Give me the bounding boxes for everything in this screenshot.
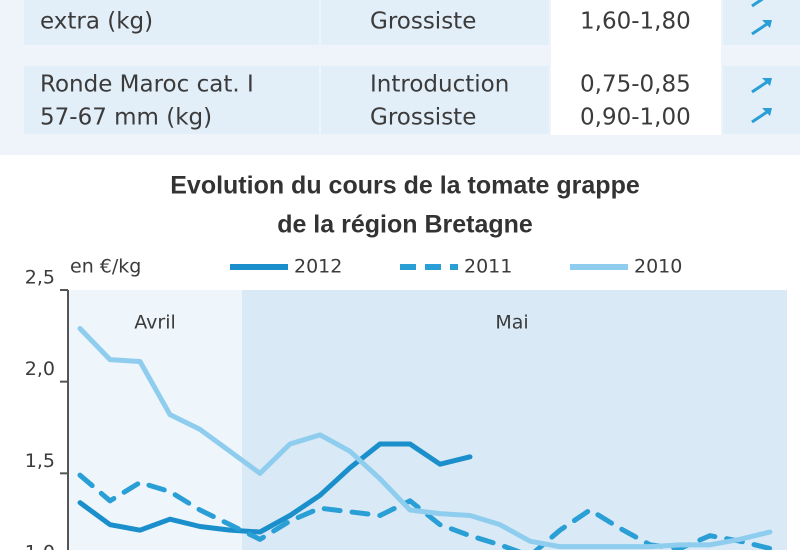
market: Introduction xyxy=(370,72,509,98)
market: Grossiste xyxy=(370,105,476,131)
table-cell xyxy=(551,0,721,135)
product: Ronde Maroc cat. I xyxy=(40,72,254,98)
month-label: Avril xyxy=(134,312,176,334)
series-line xyxy=(77,326,773,550)
month-band xyxy=(68,290,242,550)
table-cell xyxy=(24,66,319,134)
chart-title: de la région Bretagne xyxy=(277,211,533,239)
series-line xyxy=(77,441,473,535)
table-cell xyxy=(723,0,800,45)
y-tick-label: 2,5 xyxy=(25,267,55,289)
month-band xyxy=(242,290,787,550)
table-cell xyxy=(723,66,800,134)
y-tick-label: 1,0 xyxy=(25,542,55,550)
legend-label: 2010 xyxy=(634,256,682,278)
y-axis-label: en €/kg xyxy=(70,256,141,278)
price: 1,60-1,80 xyxy=(580,9,691,35)
trend-arrows xyxy=(751,0,772,124)
chart-title: Evolution du cours de la tomate grappe xyxy=(170,172,640,200)
y-tick-label: 1,5 xyxy=(25,450,55,472)
product: 57-67 mm (kg) xyxy=(40,105,212,131)
month-label: Mai xyxy=(495,312,528,334)
product: extra (kg) xyxy=(40,9,153,35)
table-cell xyxy=(321,0,549,45)
table-cell xyxy=(321,66,549,134)
legend-label: 2012 xyxy=(294,256,342,278)
y-tick-label: 2,0 xyxy=(25,358,55,380)
table-cell xyxy=(24,0,319,45)
market: Grossiste xyxy=(370,9,476,35)
price: 0,90-1,00 xyxy=(580,105,691,131)
price: 0,75-0,85 xyxy=(580,72,691,98)
legend-label: 2011 xyxy=(464,256,512,278)
